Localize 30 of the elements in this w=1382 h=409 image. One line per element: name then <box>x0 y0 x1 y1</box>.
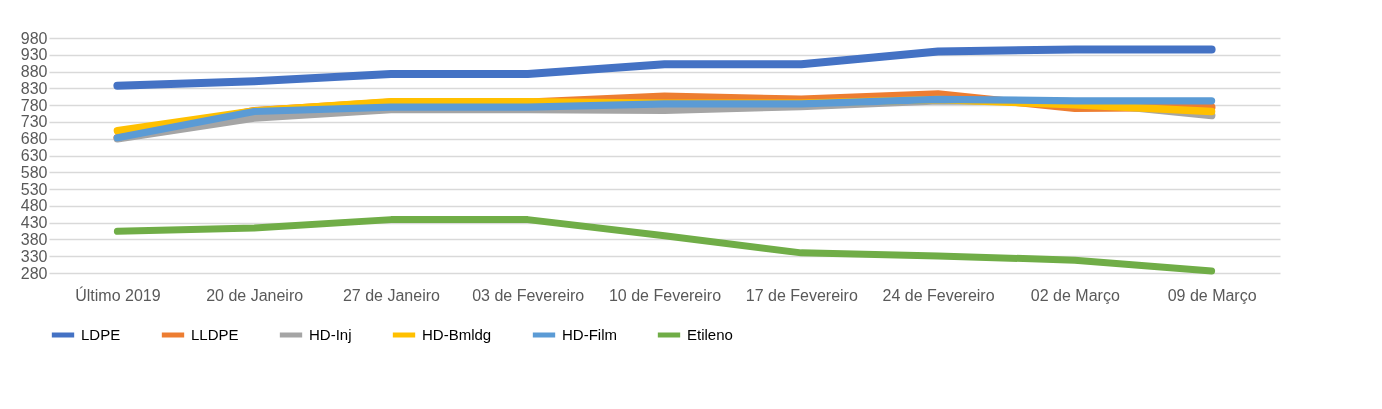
x-tick-label: 27 de Janeiro <box>342 286 441 304</box>
y-tick-label: 580 <box>20 163 48 181</box>
x-tick-label: 17 de Fevereiro <box>745 286 858 304</box>
legend-label: LLDPE <box>191 326 239 343</box>
legend-label: Etileno <box>687 326 733 343</box>
y-tick-label: 280 <box>20 264 48 282</box>
y-tick-label: 530 <box>20 180 48 198</box>
legend-label: LDPE <box>81 326 121 343</box>
y-tick-label: 780 <box>20 96 48 114</box>
x-tick-label: 09 de Março <box>1167 286 1257 304</box>
y-tick-label: 730 <box>20 113 48 131</box>
y-tick-label: 480 <box>20 197 48 215</box>
x-tick-label: 03 de Fevereiro <box>472 286 585 304</box>
y-tick-label: 630 <box>20 147 48 164</box>
y-tick-label: 930 <box>20 46 48 64</box>
x-tick-label: 10 de Fevereiro <box>608 286 722 304</box>
legend-label: HD-Film <box>562 326 617 343</box>
x-tick-label: 20 de Janeiro <box>206 286 304 304</box>
x-tick-label: 24 de Fevereiro <box>882 286 995 304</box>
legend-label: HD-Bmldg <box>422 326 492 343</box>
x-tick-label: 02 de Março <box>1030 286 1120 304</box>
y-tick-label: 380 <box>20 230 48 248</box>
y-tick-label: 980 <box>20 29 48 47</box>
y-tick-label: 830 <box>20 79 48 97</box>
y-tick-label: 680 <box>20 130 48 148</box>
y-tick-label: 880 <box>20 63 48 81</box>
y-tick-label: 330 <box>20 247 48 265</box>
legend-label: HD-Inj <box>309 326 352 343</box>
y-tick-label: 430 <box>20 214 48 232</box>
x-tick-label: Último 2019 <box>75 285 161 304</box>
